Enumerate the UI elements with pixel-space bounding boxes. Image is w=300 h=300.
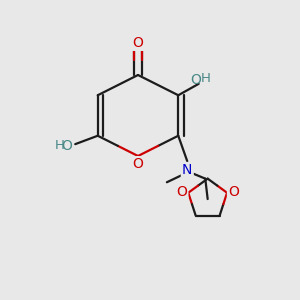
Text: N: N	[182, 163, 193, 178]
Text: O: O	[133, 158, 143, 171]
Text: H: H	[201, 72, 211, 85]
Text: O: O	[176, 184, 187, 199]
Text: O: O	[132, 35, 144, 50]
Text: O: O	[133, 36, 143, 50]
Text: O: O	[190, 73, 201, 87]
Text: O: O	[176, 184, 187, 199]
Text: O: O	[228, 184, 239, 199]
Text: O: O	[228, 184, 239, 199]
Text: N: N	[182, 163, 193, 177]
Text: O: O	[61, 139, 72, 153]
Text: O: O	[133, 158, 143, 171]
Text: H: H	[55, 139, 65, 152]
